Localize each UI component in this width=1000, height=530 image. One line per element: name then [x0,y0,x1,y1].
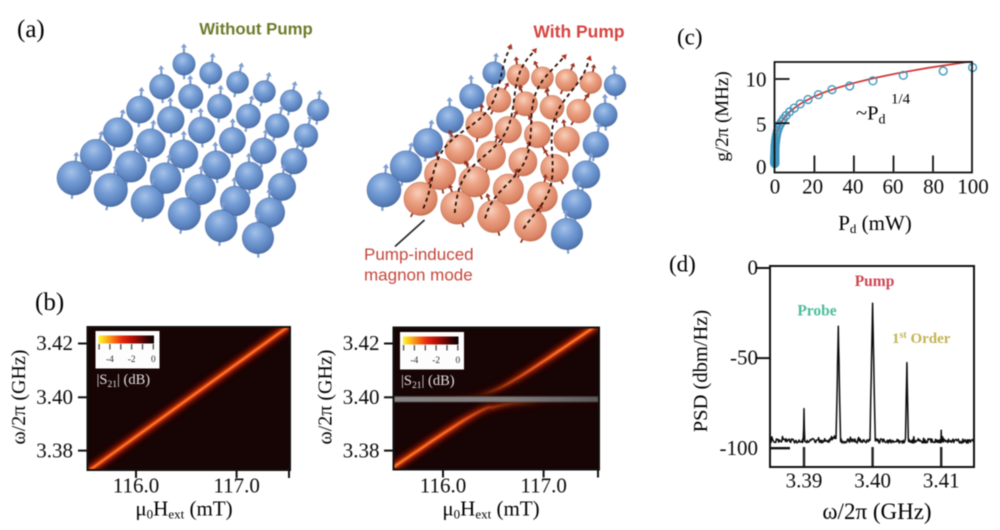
svg-text:40: 40 [843,175,864,199]
svg-text:-4: -4 [106,355,114,365]
svg-text:-50: -50 [730,346,758,370]
svg-text:-4: -4 [411,356,419,366]
svg-text:20: 20 [802,175,823,199]
svg-text:magnon mode: magnon mode [364,266,473,285]
svg-text:100: 100 [957,175,989,199]
svg-text:3.40: 3.40 [36,385,73,409]
svg-text:3.42: 3.42 [343,331,380,355]
svg-text:μ0Hext (mT): μ0Hext (mT) [135,497,232,522]
svg-text:-2: -2 [432,356,440,366]
svg-text:3.39: 3.39 [786,469,823,493]
svg-text:-100: -100 [720,436,759,460]
svg-text:80: 80 [923,175,944,199]
svg-text:-2: -2 [128,355,136,365]
svg-text:Without Pump: Without Pump [199,20,313,39]
svg-text:0: 0 [455,356,460,366]
svg-text:116.0: 116.0 [420,474,466,498]
svg-text:3.38: 3.38 [36,438,73,462]
svg-text:1st Order: 1st Order [892,330,951,347]
svg-text:g/2π (MHz): g/2π (MHz) [712,71,733,161]
svg-text:0: 0 [770,175,781,199]
svg-text:With Pump: With Pump [533,22,624,42]
svg-text:5: 5 [756,113,767,137]
svg-text:116.0: 116.0 [113,474,159,498]
svg-text:0: 0 [151,355,156,365]
svg-text:1/4: 1/4 [891,92,911,108]
svg-text:60: 60 [883,175,904,199]
svg-text:Pump-induced: Pump-induced [364,245,474,264]
svg-text:3.41: 3.41 [923,469,960,493]
svg-text:Probe: Probe [797,303,836,320]
svg-text:(d): (d) [669,252,696,277]
svg-text:|S21| (dB): |S21| (dB) [401,373,455,391]
svg-text:(b): (b) [35,289,64,316]
svg-text:3.40: 3.40 [343,385,380,409]
svg-text:10: 10 [746,68,767,92]
svg-text:117.0: 117.0 [520,474,566,498]
svg-text:(c): (c) [677,25,703,50]
svg-text:(a): (a) [17,16,45,43]
svg-text:ω/2π (GHz): ω/2π (GHz) [822,499,931,524]
svg-text:117.0: 117.0 [213,474,259,498]
svg-text:~Pd: ~Pd [856,103,886,128]
svg-text:ω/2π (GHz): ω/2π (GHz) [315,350,337,445]
svg-text:0: 0 [748,256,759,280]
svg-text:μ0Hext (mT): μ0Hext (mT) [442,497,539,522]
svg-text:0: 0 [756,155,767,179]
svg-text:|S21| (dB): |S21| (dB) [97,372,151,390]
svg-text:3.38: 3.38 [343,438,380,462]
svg-text:Pump: Pump [855,273,895,290]
svg-text:3.40: 3.40 [854,469,891,493]
svg-text:Pd (mW): Pd (mW) [838,211,912,236]
svg-text:3.42: 3.42 [36,331,73,355]
svg-text:ω/2π (GHz): ω/2π (GHz) [8,350,30,445]
svg-text:PSD (dbm/Hz): PSD (dbm/Hz) [690,310,712,432]
